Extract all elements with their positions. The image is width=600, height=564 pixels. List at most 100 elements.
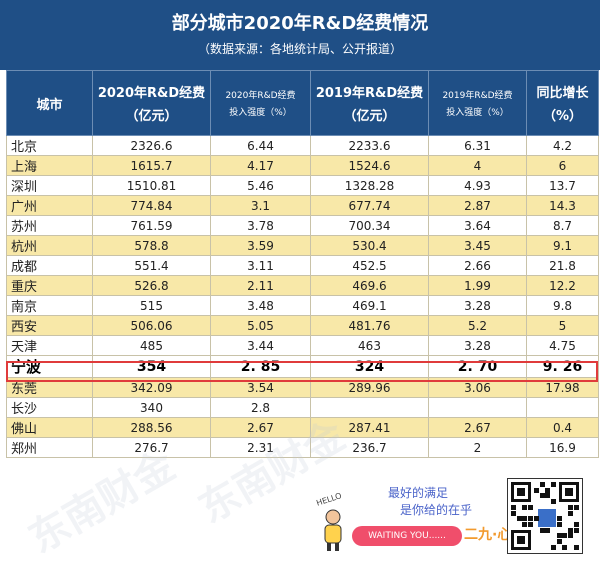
cell-int2020: 6.44 bbox=[210, 135, 311, 156]
column-header-line2: （亿元） bbox=[343, 109, 396, 124]
column-header-line1: 同比增长 bbox=[536, 86, 589, 101]
cell-city: 杭州 bbox=[6, 235, 93, 256]
cartoon-figure-icon bbox=[324, 509, 342, 551]
page-title: 部分城市2020年R&D经费情况 bbox=[171, 13, 429, 34]
cell-int2019: 3.28 bbox=[428, 295, 527, 316]
column-header-5: 同比增长 （%） bbox=[526, 70, 599, 136]
cell-rd2020: 288.56 bbox=[92, 417, 211, 438]
cell-rd2019: 469.6 bbox=[310, 275, 429, 296]
cell-rd2020: 340 bbox=[92, 397, 211, 418]
table-row: 长沙 340 2.8 bbox=[6, 397, 599, 418]
hello-label: HELLO bbox=[315, 491, 343, 508]
cell-growth: 14.3 bbox=[526, 195, 599, 216]
table-row: 佛山 288.56 2.67 287.41 2.67 0.4 bbox=[6, 417, 599, 438]
slogan-line-1: 最好的满足 bbox=[388, 486, 449, 500]
cell-rd2020: 354 bbox=[92, 355, 211, 378]
cell-int2020: 3.54 bbox=[210, 377, 311, 398]
cell-int2020: 2.67 bbox=[210, 417, 311, 438]
cell-int2019: 6.31 bbox=[428, 135, 527, 156]
cell-growth: 16.9 bbox=[526, 437, 599, 458]
cell-rd2020: 485 bbox=[92, 335, 211, 356]
cell-growth: 12.2 bbox=[526, 275, 599, 296]
cell-rd2020: 515 bbox=[92, 295, 211, 316]
column-header-0: 城市 bbox=[6, 70, 93, 136]
column-header-3: 2019年R&D经费 （亿元） bbox=[310, 70, 429, 136]
cell-rd2019: 1328.28 bbox=[310, 175, 429, 196]
cell-rd2019: 452.5 bbox=[310, 255, 429, 276]
table-row: 深圳 1510.81 5.46 1328.28 4.93 13.7 bbox=[6, 175, 599, 196]
cell-int2019: 3.64 bbox=[428, 215, 527, 236]
cell-growth: 9. 26 bbox=[526, 355, 599, 378]
cell-int2020: 3.1 bbox=[210, 195, 311, 216]
cell-rd2020: 276.7 bbox=[92, 437, 211, 458]
table-row: 重庆 526.8 2.11 469.6 1.99 12.2 bbox=[6, 275, 599, 296]
cell-city: 南京 bbox=[6, 295, 93, 316]
cell-int2019: 2. 70 bbox=[428, 355, 527, 378]
cell-rd2019: 289.96 bbox=[310, 377, 429, 398]
cell-rd2019: 677.74 bbox=[310, 195, 429, 216]
cell-rd2020: 506.06 bbox=[92, 315, 211, 336]
cell-int2019: 2 bbox=[428, 437, 527, 458]
slogan-line-2: 是你给的在乎 bbox=[400, 503, 473, 517]
cell-growth: 21.8 bbox=[526, 255, 599, 276]
cell-city: 苏州 bbox=[6, 215, 93, 236]
cell-int2020: 5.05 bbox=[210, 315, 311, 336]
table-header-banner: 部分城市2020年R&D经费情况 （数据来源：各地统计局、公开报道） bbox=[0, 0, 600, 70]
cell-rd2020: 1510.81 bbox=[92, 175, 211, 196]
table-row: 南京 515 3.48 469.1 3.28 9.8 bbox=[6, 295, 599, 316]
cell-city: 深圳 bbox=[6, 175, 93, 196]
cell-city: 重庆 bbox=[6, 275, 93, 296]
cell-growth: 4.75 bbox=[526, 335, 599, 356]
table-row: 杭州 578.8 3.59 530.4 3.45 9.1 bbox=[6, 235, 599, 256]
column-header-line2: 投入强度（%） bbox=[446, 108, 509, 118]
cell-city: 佛山 bbox=[6, 417, 93, 438]
cell-rd2019: 463 bbox=[310, 335, 429, 356]
table-row: 成都 551.4 3.11 452.5 2.66 21.8 bbox=[6, 255, 599, 276]
column-header-4: 2019年R&D经费 投入强度（%） bbox=[428, 70, 527, 136]
cell-int2019: 4 bbox=[428, 155, 527, 176]
deco-text: 二九·心 bbox=[464, 527, 512, 543]
column-header-line1: 2019年R&D经费 bbox=[442, 91, 513, 101]
cell-rd2020: 342.09 bbox=[92, 377, 211, 398]
cell-int2020: 3.11 bbox=[210, 255, 311, 276]
cell-int2020: 2.31 bbox=[210, 437, 311, 458]
cell-rd2020: 1615.7 bbox=[92, 155, 211, 176]
cell-int2020: 3.78 bbox=[210, 215, 311, 236]
cell-city: 西安 bbox=[6, 315, 93, 336]
cell-int2020: 3.59 bbox=[210, 235, 311, 256]
cell-int2020: 2.11 bbox=[210, 275, 311, 296]
cell-int2019: 3.06 bbox=[428, 377, 527, 398]
cell-int2020: 3.44 bbox=[210, 335, 311, 356]
column-header-line2: （%） bbox=[542, 109, 583, 124]
cell-rd2020: 774.84 bbox=[92, 195, 211, 216]
cell-int2020: 4.17 bbox=[210, 155, 311, 176]
cell-rd2019: 700.34 bbox=[310, 215, 429, 236]
page-subtitle: （数据来源：各地统计局、公开报道） bbox=[197, 42, 402, 56]
cell-rd2019: 1524.6 bbox=[310, 155, 429, 176]
column-header-2: 2020年R&D经费 投入强度（%） bbox=[210, 70, 311, 136]
cell-rd2020: 578.8 bbox=[92, 235, 211, 256]
table-row: 广州 774.84 3.1 677.74 2.87 14.3 bbox=[6, 195, 599, 216]
cell-int2019: 3.45 bbox=[428, 235, 527, 256]
column-header-line1: 城市 bbox=[36, 97, 63, 113]
table-row: 西安 506.06 5.05 481.76 5.2 5 bbox=[6, 315, 599, 336]
cell-growth: 8.7 bbox=[526, 215, 599, 236]
cell-rd2020: 761.59 bbox=[92, 215, 211, 236]
table-row: 天津 485 3.44 463 3.28 4.75 bbox=[6, 335, 599, 356]
cell-rd2019: 2233.6 bbox=[310, 135, 429, 156]
cell-growth bbox=[526, 397, 599, 418]
cell-int2019 bbox=[428, 397, 527, 418]
cell-rd2019 bbox=[310, 397, 429, 418]
cell-rd2019: 287.41 bbox=[310, 417, 429, 438]
cell-int2019: 3.28 bbox=[428, 335, 527, 356]
table-body: 北京 2326.6 6.44 2233.6 6.31 4.2 上海 1615.7 4.17 152… bbox=[6, 135, 599, 458]
cell-city: 广州 bbox=[6, 195, 93, 216]
cell-rd2019: 481.76 bbox=[310, 315, 429, 336]
column-header-line1: 2019年R&D经费 bbox=[315, 86, 424, 101]
cell-rd2019: 236.7 bbox=[310, 437, 429, 458]
cell-rd2019: 530.4 bbox=[310, 235, 429, 256]
cell-city: 东莞 bbox=[6, 377, 93, 398]
cell-int2019: 2.87 bbox=[428, 195, 527, 216]
cell-growth: 6 bbox=[526, 155, 599, 176]
table-row: 北京 2326.6 6.44 2233.6 6.31 4.2 bbox=[6, 135, 599, 156]
